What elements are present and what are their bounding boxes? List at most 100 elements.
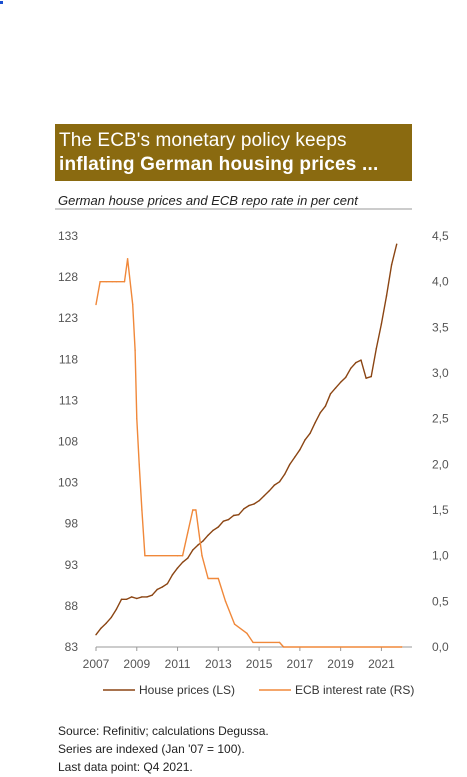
right-axis-tick-label: 2,5 [432,412,449,426]
right-axis-tick-label: 4,0 [432,275,449,289]
house-prices-point [390,264,393,266]
ecb-rate-point [111,281,114,283]
left-axis-tick-label: 113 [59,393,78,407]
right-axis-tick-label: 4,5 [432,229,449,243]
ecb-rate-point [246,632,248,634]
ecb-rate-point [195,509,197,511]
ecb-rate-point [99,281,101,283]
ecb-rate-point [401,646,403,648]
ecb-rate-point [282,646,285,648]
house-prices-point [197,544,199,546]
house-prices-point [263,495,265,497]
house-prices-point [334,387,337,389]
x-axis-tick-label: 2011 [165,657,191,671]
house-prices-point [278,481,281,483]
title-line-2: inflating German housing prices ... [59,154,379,175]
house-prices-point [258,500,260,502]
house-prices-point [314,421,316,424]
house-prices-point [222,520,225,522]
right-axis-tick-label: 3,5 [432,320,449,334]
ecb-rate-point [126,258,129,260]
left-axis-tick-label: 98 [65,517,79,531]
house-prices-point [120,598,123,600]
legend-ecb-rate-label: ECB interest rate (RS) [295,683,414,697]
source-note: Source: Refinitiv; calculations Degussa.… [58,722,269,776]
series-layer [95,243,403,648]
house-prices-point [136,597,138,600]
corner-marker [0,1,3,4]
house-prices-point [365,377,367,379]
chart-subtitle: German house prices and ECB repo rate in… [58,193,358,208]
house-prices-point [289,463,291,466]
house-prices-point [105,622,107,624]
ecb-rate-point [217,577,219,580]
left-axis-tick-label: 93 [65,558,79,572]
house-prices-point [370,375,372,378]
ecb-rate-point [252,641,254,644]
right-axis-tick-label: 3,0 [432,366,449,380]
house-prices-point [294,456,296,458]
x-axis-tick-label: 2021 [368,657,395,671]
house-prices-point [156,588,158,591]
house-prices-point [192,549,194,551]
ecb-rate-point [192,509,194,511]
house-prices-point [95,634,97,636]
chart-legend: House prices (LS) ECB interest rate (RS) [103,683,414,697]
house-prices-point [131,596,133,598]
ecb-rate-point [207,577,209,580]
house-prices-point [339,381,342,383]
house-prices-point [345,376,347,379]
house-prices-point [360,359,362,361]
house-prices-point [380,323,383,325]
ecb-rate-point [181,555,184,557]
ecb-rate-point [134,349,136,351]
house-prices-point [350,367,352,369]
house-prices-line [95,244,398,636]
house-prices-point [283,473,286,476]
house-prices-point [202,540,204,542]
right-axis-tick-label: 2,0 [432,457,449,471]
house-prices-point [212,529,214,531]
left-axis-tick-label: 133 [58,229,78,243]
house-prices-point [324,405,327,407]
x-axis-tick-label: 2009 [123,657,150,671]
right-axis-tick-label: 0,0 [432,640,449,654]
ecb-rate-point [132,303,134,306]
house-prices-point [100,627,102,629]
right-axis-tick-label: 1,0 [432,549,449,563]
house-prices-point [375,347,377,350]
house-prices-point [243,508,245,510]
house-prices-point [146,596,148,598]
house-prices-point [299,449,301,451]
ecb-rate-point [144,555,146,557]
house-prices-point [187,557,189,559]
house-prices-point [171,574,174,576]
house-prices-point [161,586,163,588]
house-prices-point [396,243,398,245]
x-axis-tick-label: 2019 [327,657,354,671]
legend-house-prices-label: House prices (LS) [139,683,235,697]
house-prices-point [115,608,118,610]
x-axis-tick-label: 2007 [83,657,110,671]
line-chart: 83 88 93 98 103 108 113 118 123 128 133 0,0 0,5 1,0 1,… [55,208,449,697]
x-axis-tick-label: 2013 [205,657,232,671]
left-axis-tick-label: 103 [58,476,78,490]
ecb-rate-point [138,463,140,465]
index-note-line: Series are indexed (Jan '07 = 100). [58,742,245,756]
ecb-rate-point [95,303,97,306]
house-prices-point [176,567,179,569]
title-line-1: The ECB's monetary policy keeps [59,130,347,151]
x-axis-tick-label: 2017 [287,657,314,671]
house-prices-point [329,393,332,395]
ecb-rate-point [187,532,189,534]
house-prices-point [110,616,113,619]
ecb-rate-point [123,281,126,283]
chart-axes: 83 88 93 98 103 108 113 118 123 128 133 0,0 0,5 1,0 1,… [58,229,449,671]
house-prices-point [207,534,209,536]
ecb-rate-point [176,555,179,557]
house-prices-point [227,518,230,521]
house-prices-point [309,432,311,434]
house-prices-point [304,439,306,441]
left-axis-tick-label: 88 [65,599,79,613]
house-prices-point [248,504,250,507]
